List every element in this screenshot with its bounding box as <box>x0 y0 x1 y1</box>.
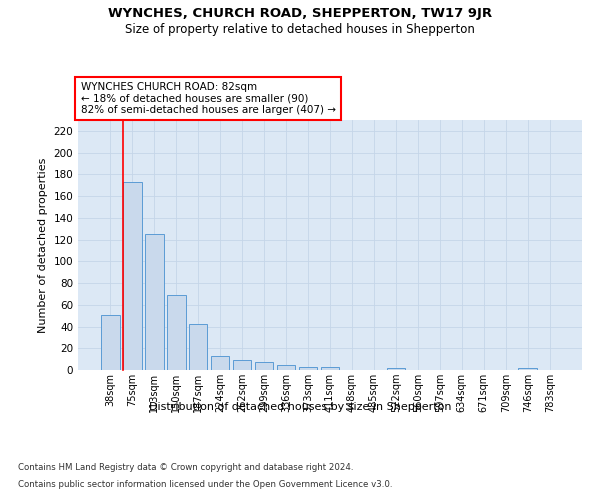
Bar <box>211 356 229 370</box>
Text: WYNCHES CHURCH ROAD: 82sqm
← 18% of detached houses are smaller (90)
82% of semi: WYNCHES CHURCH ROAD: 82sqm ← 18% of deta… <box>80 82 335 115</box>
Bar <box>277 364 295 370</box>
Bar <box>123 182 142 370</box>
Y-axis label: Number of detached properties: Number of detached properties <box>38 158 48 332</box>
Bar <box>320 366 340 370</box>
Bar <box>299 366 317 370</box>
Bar <box>386 368 405 370</box>
Bar <box>189 324 208 370</box>
Text: Contains HM Land Registry data © Crown copyright and database right 2024.: Contains HM Land Registry data © Crown c… <box>18 462 353 471</box>
Bar <box>101 314 119 370</box>
Text: Contains public sector information licensed under the Open Government Licence v3: Contains public sector information licen… <box>18 480 392 489</box>
Text: Size of property relative to detached houses in Shepperton: Size of property relative to detached ho… <box>125 22 475 36</box>
Bar <box>518 368 537 370</box>
Text: WYNCHES, CHURCH ROAD, SHEPPERTON, TW17 9JR: WYNCHES, CHURCH ROAD, SHEPPERTON, TW17 9… <box>108 8 492 20</box>
Bar <box>255 362 274 370</box>
Bar <box>167 295 185 370</box>
Bar <box>233 360 251 370</box>
Bar <box>145 234 164 370</box>
Text: Distribution of detached houses by size in Shepperton: Distribution of detached houses by size … <box>149 402 451 412</box>
